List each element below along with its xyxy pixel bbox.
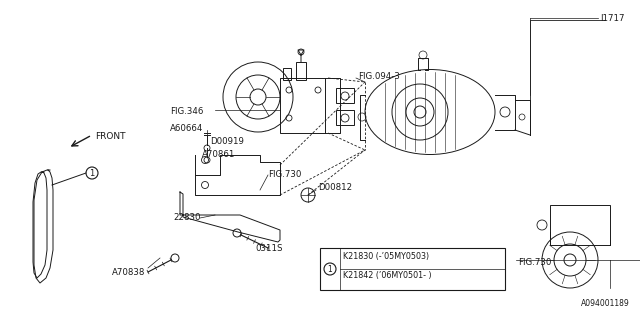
Text: D00919: D00919 (210, 137, 244, 146)
Bar (320, 248, 505, 290)
Text: A70861: A70861 (202, 150, 236, 159)
Text: D00812: D00812 (318, 183, 352, 192)
Bar (280, 78, 325, 133)
Bar (336, 88, 354, 103)
Bar (296, 62, 306, 80)
Text: A60664: A60664 (170, 124, 204, 133)
Text: K21842 (’06MY0501- ): K21842 (’06MY0501- ) (343, 271, 431, 280)
Text: K21830 (-’05MY0503): K21830 (-’05MY0503) (343, 252, 429, 261)
Text: 1: 1 (328, 265, 332, 274)
Text: FIG.730: FIG.730 (518, 258, 552, 267)
Text: FRONT: FRONT (95, 132, 125, 141)
Text: FIG.346: FIG.346 (170, 107, 204, 116)
Text: FIG.094-3: FIG.094-3 (358, 72, 400, 81)
Bar (336, 110, 354, 125)
Text: 1: 1 (90, 169, 95, 178)
Text: I1717: I1717 (600, 14, 625, 23)
Bar (550, 205, 610, 245)
Text: 0311S: 0311S (255, 244, 282, 253)
Bar (283, 68, 291, 80)
Text: 22830: 22830 (173, 213, 200, 222)
Text: A70838: A70838 (112, 268, 145, 277)
Text: A094001189: A094001189 (581, 299, 630, 308)
Text: FIG.730: FIG.730 (268, 170, 301, 179)
